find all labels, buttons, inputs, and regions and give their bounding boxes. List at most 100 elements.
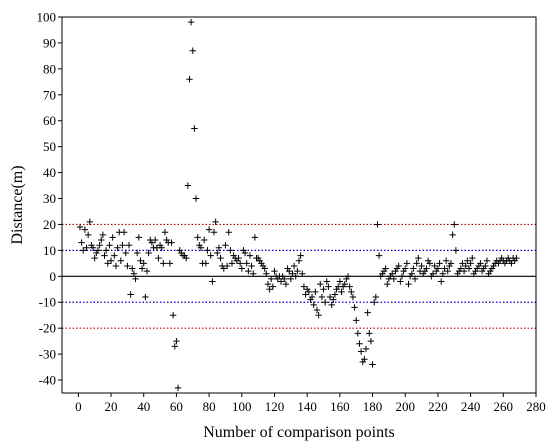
data-point: [441, 265, 448, 272]
data-point: [356, 340, 363, 347]
data-point: [102, 247, 110, 254]
data-point: [250, 270, 257, 277]
data-point: [465, 265, 473, 272]
data-point: [169, 312, 177, 319]
data-point: [442, 257, 450, 264]
data-point: [285, 267, 293, 275]
y-tick-label: 100: [37, 10, 57, 25]
data-point: [209, 278, 216, 285]
data-point: [135, 234, 143, 241]
data-point: [449, 231, 456, 239]
reference-lines: [62, 223, 536, 329]
x-tick-label: 120: [265, 399, 285, 414]
data-point: [107, 257, 115, 264]
data-point: [388, 270, 396, 277]
data-point: [300, 283, 308, 290]
y-tick-label: 20: [43, 217, 56, 232]
data-point: [263, 270, 270, 277]
data-point: [357, 348, 365, 355]
data-point: [186, 76, 193, 83]
data-point: [469, 254, 476, 262]
data-point: [114, 244, 121, 251]
data-point: [89, 244, 97, 251]
data-point: [341, 280, 348, 288]
data-point: [248, 262, 255, 270]
data-point: [264, 280, 272, 288]
y-tick-label: 70: [43, 87, 56, 102]
data-point: [398, 273, 406, 280]
data-point: [160, 260, 167, 267]
data-point: [238, 265, 245, 272]
x-tick-label: 60: [170, 399, 183, 414]
x-tick-label: 200: [395, 399, 415, 414]
data-point: [408, 270, 415, 277]
data-point: [191, 125, 198, 132]
data-point: [99, 231, 107, 239]
data-point: [143, 267, 151, 275]
data-point: [104, 260, 111, 267]
data-point: [158, 244, 165, 251]
data-point: [321, 299, 329, 306]
data-point: [80, 247, 87, 254]
data-point: [124, 262, 131, 270]
data-point: [348, 288, 355, 296]
data-point: [112, 262, 120, 270]
data-point: [109, 234, 116, 241]
data-point: [148, 239, 156, 246]
y-tick-label: 90: [43, 35, 56, 50]
data-point: [137, 257, 144, 264]
data-point: [305, 288, 313, 296]
data-point: [171, 343, 178, 350]
data-point: [436, 260, 443, 267]
y-axis-title: Distance(m): [9, 165, 26, 244]
data-point: [459, 260, 466, 267]
data-point: [174, 384, 182, 392]
data-point: [86, 218, 93, 226]
data-point: [106, 241, 113, 249]
x-tick-label: 160: [330, 399, 350, 414]
data-point: [125, 241, 133, 249]
data-point: [429, 270, 437, 277]
data-point: [290, 262, 298, 270]
data-point: [315, 312, 322, 319]
data-point: [236, 260, 244, 267]
data-point: [438, 278, 445, 285]
y-tick-label: -20: [39, 321, 56, 336]
data-point: [241, 249, 249, 257]
data-point: [328, 301, 335, 309]
data-point: [351, 304, 358, 311]
data-point: [194, 234, 201, 241]
data-point: [133, 249, 141, 257]
data-point: [395, 262, 402, 270]
data-point: [410, 265, 417, 272]
x-tick-label: 260: [494, 399, 514, 414]
data-point: [415, 254, 422, 262]
data-point: [155, 254, 162, 262]
data-point: [382, 265, 389, 272]
x-axis-ticks: 0 20 40 60 80 100 120 140 160 180 200 220 240 260 280: [75, 393, 546, 414]
data-point: [361, 356, 368, 363]
data-point: [84, 231, 92, 239]
data-point: [142, 293, 149, 301]
data-point: [375, 252, 383, 259]
data-point: [320, 286, 327, 293]
x-tick-label: 280: [526, 399, 546, 414]
data-point: [513, 254, 520, 262]
data-point: [204, 247, 211, 254]
data-point: [295, 257, 303, 264]
data-point: [138, 265, 146, 272]
data-point: [508, 260, 515, 267]
data-point: [372, 293, 380, 301]
data-point: [294, 267, 301, 275]
data-point: [271, 267, 278, 275]
y-axis-ticks: -40 -30 -20 -10 0 10 20 30 40 50 60 70 80 90 100: [37, 10, 62, 388]
data-point: [197, 244, 205, 251]
data-point: [353, 317, 360, 324]
y-tick-label: 10: [43, 243, 56, 258]
data-point: [403, 260, 411, 267]
data-point: [418, 262, 425, 270]
data-point: [405, 280, 412, 288]
data-point: [464, 257, 471, 264]
data-point: [354, 330, 362, 337]
